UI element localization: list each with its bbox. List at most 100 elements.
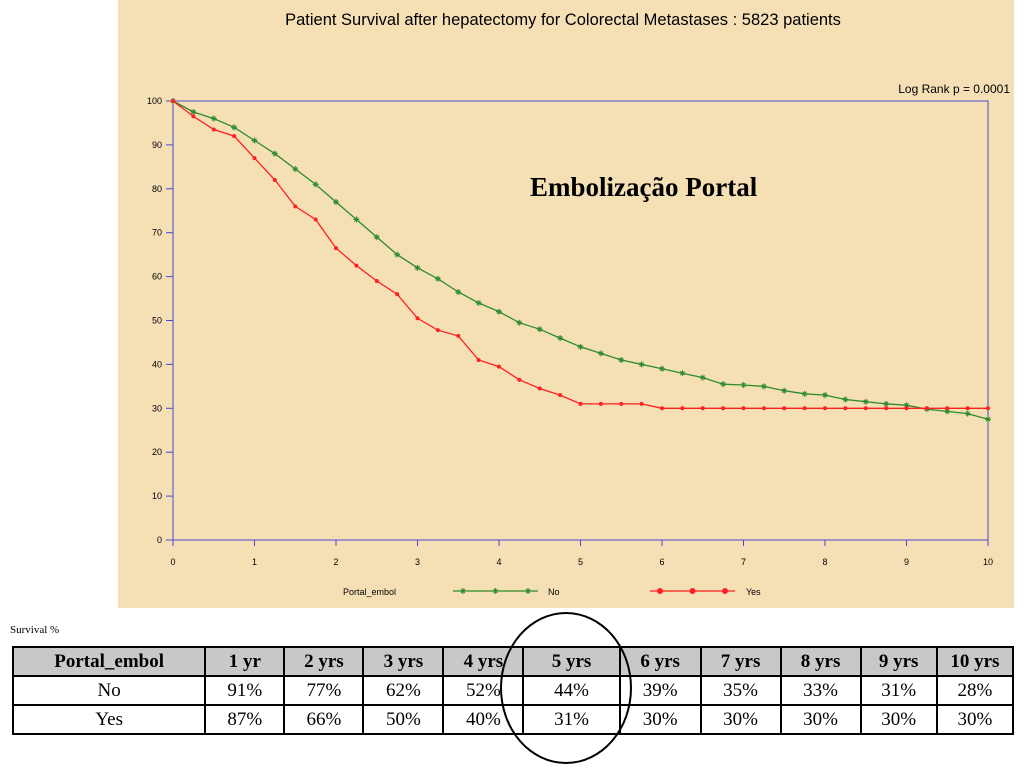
data-point [801, 390, 808, 397]
y-tick-label: 100 [147, 96, 162, 106]
table-row: Yes 87% 66% 50% 40% 31% 30% 30% 30% 30% 30% [11, 704, 1015, 735]
x-tick-label: 7 [741, 557, 746, 567]
data-point [210, 115, 217, 122]
series-line-no [172, 100, 989, 420]
table-header-cell: 9 yrs [859, 646, 938, 677]
data-point [557, 335, 564, 342]
x-tick-label: 5 [578, 557, 583, 567]
data-point [497, 364, 501, 369]
table-header-cell: 7 yrs [699, 646, 782, 677]
data-point [537, 386, 542, 391]
data-point [312, 181, 319, 188]
table-cell: 30% [779, 704, 862, 735]
table-header-cell: 4 yrs [442, 646, 525, 677]
data-point [619, 401, 624, 406]
y-tick-label: 90 [152, 140, 162, 150]
data-point [842, 396, 849, 403]
data-point [843, 406, 848, 411]
data-point [903, 402, 910, 409]
data-point [863, 406, 868, 411]
chart-title: Patient Survival after hepatectomy for C… [285, 11, 841, 29]
data-point [272, 178, 277, 183]
table-cell: 39% [618, 675, 702, 706]
table-cell: No [11, 675, 207, 706]
table-header-cell: Portal_embol [11, 646, 207, 677]
y-tick-label: 20 [152, 447, 162, 457]
y-tick-label: 60 [152, 272, 162, 282]
data-point [639, 401, 644, 406]
data-point [781, 387, 788, 394]
x-tick-label: 0 [170, 557, 175, 567]
data-point [883, 400, 890, 407]
table-cell: 91% [204, 675, 286, 706]
data-point [964, 410, 971, 417]
chart-panel: Patient Survival after hepatectomy for C… [118, 0, 1014, 608]
y-tick-label: 0 [157, 535, 162, 545]
overlay-title: Embolização Portal [530, 172, 758, 202]
x-tick-label: 10 [983, 557, 993, 567]
table-cell: 33% [779, 675, 862, 706]
data-point [333, 198, 339, 205]
table-cell: 77% [283, 675, 365, 706]
data-point [536, 326, 543, 333]
data-point [680, 406, 685, 411]
legend-marker [460, 588, 466, 594]
data-point [761, 406, 766, 411]
data-point [354, 263, 359, 268]
data-point [374, 278, 379, 283]
table-header-cell: 1 yr [204, 646, 286, 677]
data-point [190, 108, 197, 115]
legend-marker [722, 588, 728, 594]
series-line-yes [172, 100, 988, 409]
table-header-cell: 5 yrs [522, 646, 621, 677]
x-tick-label: 8 [822, 557, 827, 567]
table-header-row: Portal_embol 1 yr 2 yrs 3 yrs 4 yrs 5 yrs 6 yr… [11, 646, 1015, 677]
series-yes [171, 99, 990, 411]
x-tick-label: 6 [659, 557, 664, 567]
data-point [313, 217, 318, 222]
data-point [660, 406, 664, 411]
table-cell: 50% [362, 704, 445, 735]
table-header-cell: 8 yrs [779, 646, 862, 677]
legend-marker [689, 588, 696, 594]
table-cell: 52% [442, 675, 525, 706]
data-point [395, 292, 400, 297]
data-point [802, 406, 807, 411]
table-cell: 44% [522, 675, 621, 706]
data-point [699, 374, 706, 381]
data-point [577, 343, 584, 350]
legend-title: Portal_embol [343, 587, 396, 597]
survival-table: Portal_embol 1 yr 2 yrs 3 yrs 4 yrs 5 yrs 6 yr… [11, 646, 1015, 735]
x-tick-label: 4 [496, 557, 501, 567]
data-point [211, 127, 216, 132]
y-tick-label: 50 [152, 316, 162, 326]
data-point [496, 308, 502, 315]
data-point [334, 246, 338, 251]
data-point [293, 204, 298, 209]
data-point [782, 406, 787, 411]
legend-label-no: No [548, 587, 560, 597]
data-point [414, 264, 421, 271]
y-tick-label: 80 [152, 184, 162, 194]
data-point [171, 99, 175, 103]
data-point [741, 406, 746, 411]
table-header-cell: 2 yrs [283, 646, 365, 677]
table-cell: 30% [935, 704, 1015, 735]
table-cell: 31% [859, 675, 938, 706]
data-point [231, 124, 238, 131]
data-point [944, 408, 951, 415]
table-body: No 91% 77% 62% 52% 44% 39% 35% 33% 31% 28% Yes 87% 66… [11, 675, 1015, 735]
table-cell: Yes [11, 704, 207, 735]
legend-marker [657, 588, 663, 594]
survival-chart: Patient Survival after hepatectomy for C… [147, 11, 1010, 597]
data-point [965, 406, 970, 411]
data-point [456, 333, 461, 338]
data-point [945, 406, 950, 411]
data-point [760, 383, 767, 390]
data-point [720, 381, 727, 388]
data-point [597, 350, 604, 357]
data-point [292, 166, 299, 173]
data-point [679, 370, 686, 377]
data-point [434, 275, 441, 282]
data-point [455, 288, 462, 295]
